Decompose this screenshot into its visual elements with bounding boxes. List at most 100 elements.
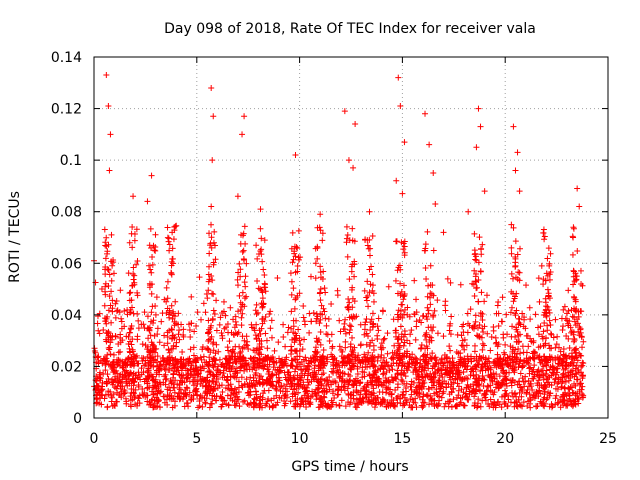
data-point [570, 389, 577, 396]
data-point [343, 235, 350, 242]
data-point [96, 330, 103, 337]
data-point [420, 402, 427, 409]
data-point [187, 333, 194, 340]
data-point [293, 356, 300, 363]
data-point [314, 244, 321, 251]
data-point [535, 275, 542, 282]
data-point [544, 322, 551, 329]
data-point [248, 356, 255, 363]
data-point [431, 403, 438, 410]
data-point [442, 400, 449, 407]
data-point [235, 269, 242, 276]
data-point [370, 298, 377, 305]
data-point [415, 390, 422, 397]
data-point [434, 297, 441, 304]
data-point [426, 401, 433, 408]
data-point [169, 404, 176, 411]
data-point [190, 365, 197, 372]
data-point [446, 391, 453, 398]
data-point [434, 402, 441, 409]
x-tick-label: 10 [291, 431, 309, 447]
data-point [346, 401, 353, 408]
data-point [398, 376, 405, 383]
data-point [164, 224, 171, 231]
data-point [574, 185, 581, 192]
data-point [205, 382, 212, 389]
data-point [500, 331, 507, 338]
data-point [348, 323, 355, 330]
data-point [479, 325, 486, 332]
data-point [351, 258, 358, 265]
data-point [470, 372, 477, 379]
data-point [218, 361, 225, 368]
data-point [257, 286, 264, 293]
data-point [109, 394, 116, 401]
data-point [149, 261, 156, 268]
data-point [166, 309, 173, 316]
data-point [572, 270, 579, 277]
data-point [96, 310, 103, 317]
data-point [227, 360, 234, 367]
data-point [117, 380, 124, 387]
data-point [565, 385, 572, 392]
data-point [194, 309, 201, 316]
data-point [367, 245, 374, 252]
data-point [501, 400, 508, 407]
data-point [130, 276, 137, 283]
data-point [141, 309, 148, 316]
data-point [126, 380, 133, 387]
data-point [290, 256, 297, 263]
data-point [394, 311, 401, 318]
data-point [305, 370, 312, 377]
data-point [399, 378, 406, 385]
data-point [540, 281, 547, 288]
data-point [110, 270, 117, 277]
data-point [573, 392, 580, 399]
data-point [355, 352, 362, 359]
data-point [550, 364, 557, 371]
data-point [317, 211, 324, 218]
data-point [121, 307, 128, 314]
data-point [252, 370, 259, 377]
data-point [507, 309, 514, 316]
data-point [477, 388, 484, 395]
data-point [241, 279, 248, 286]
data-point [234, 282, 241, 289]
data-point [247, 355, 254, 362]
data-point [457, 281, 464, 288]
data-point [291, 250, 298, 257]
data-point [257, 400, 264, 407]
data-point [542, 334, 549, 341]
data-point [436, 377, 443, 384]
data-point [234, 331, 241, 338]
data-point [366, 208, 373, 215]
data-point [510, 298, 517, 305]
data-point [252, 388, 259, 395]
data-point [257, 206, 264, 213]
data-point [273, 383, 280, 390]
data-point [505, 361, 512, 368]
data-point [519, 310, 526, 317]
data-point [545, 245, 552, 252]
data-point [423, 276, 430, 283]
data-point [400, 389, 407, 396]
data-point [163, 396, 170, 403]
data-point [374, 335, 381, 342]
data-point [240, 255, 247, 262]
data-point [479, 241, 486, 248]
data-point [385, 283, 392, 290]
data-point [198, 356, 205, 363]
data-point [128, 386, 135, 393]
data-point [196, 395, 203, 402]
data-point [447, 331, 454, 338]
data-point [553, 341, 560, 348]
data-point [126, 239, 133, 246]
data-point [100, 355, 107, 362]
data-point [576, 386, 583, 393]
data-point [302, 321, 309, 328]
data-point [427, 282, 434, 289]
data-point [510, 367, 517, 374]
data-point [232, 318, 239, 325]
data-point [258, 235, 265, 242]
data-point [251, 395, 258, 402]
